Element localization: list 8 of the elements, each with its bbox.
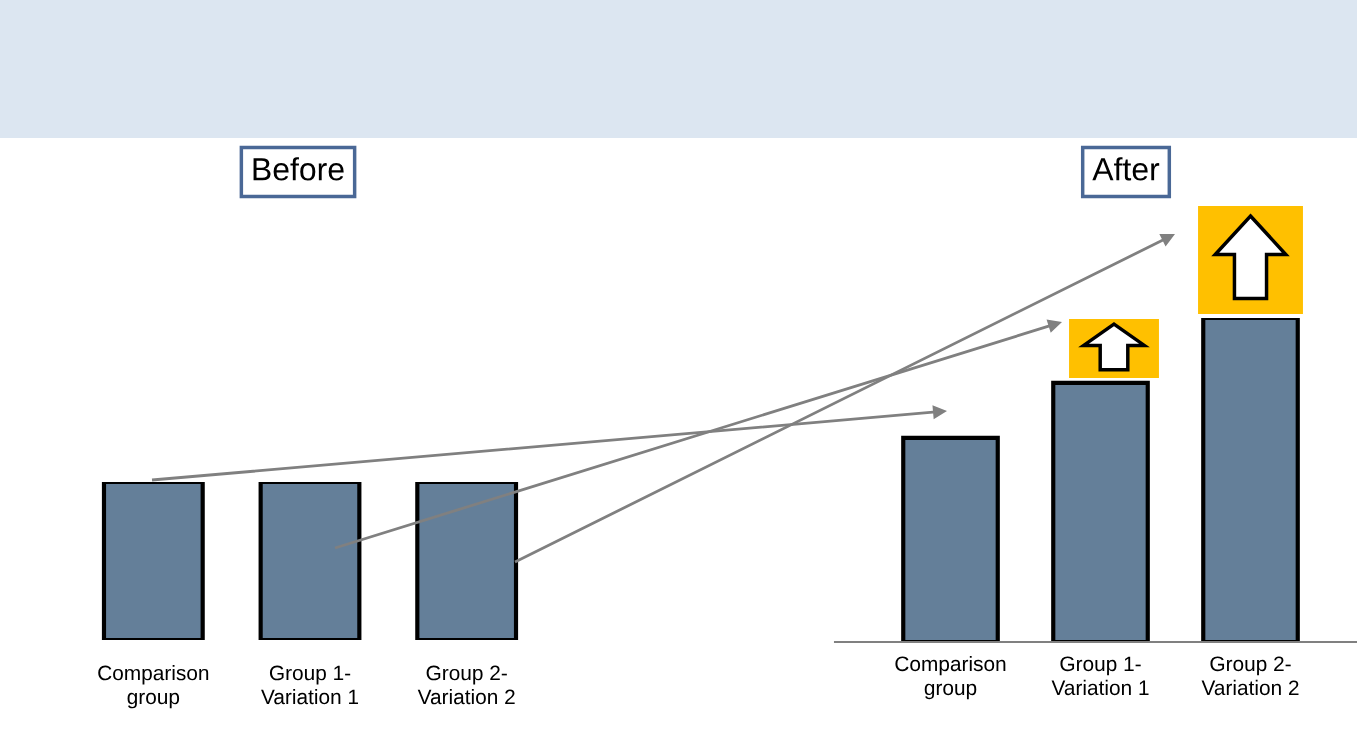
x-tick-label: Comparison group [895, 655, 1006, 700]
chart-title: After [1092, 157, 1160, 181]
x-tick-label: Group 1- Variation 1 [261, 665, 359, 705]
x-tick-label: Group 1- Variation 1 [1051, 656, 1149, 696]
x-tick-label: Group 2- Variation 2 [417, 665, 515, 705]
x-tick-label: Comparison group [98, 665, 209, 709]
chart-title: Before [253, 157, 344, 181]
x-tick-label: Group 2- Variation 2 [1201, 656, 1299, 696]
